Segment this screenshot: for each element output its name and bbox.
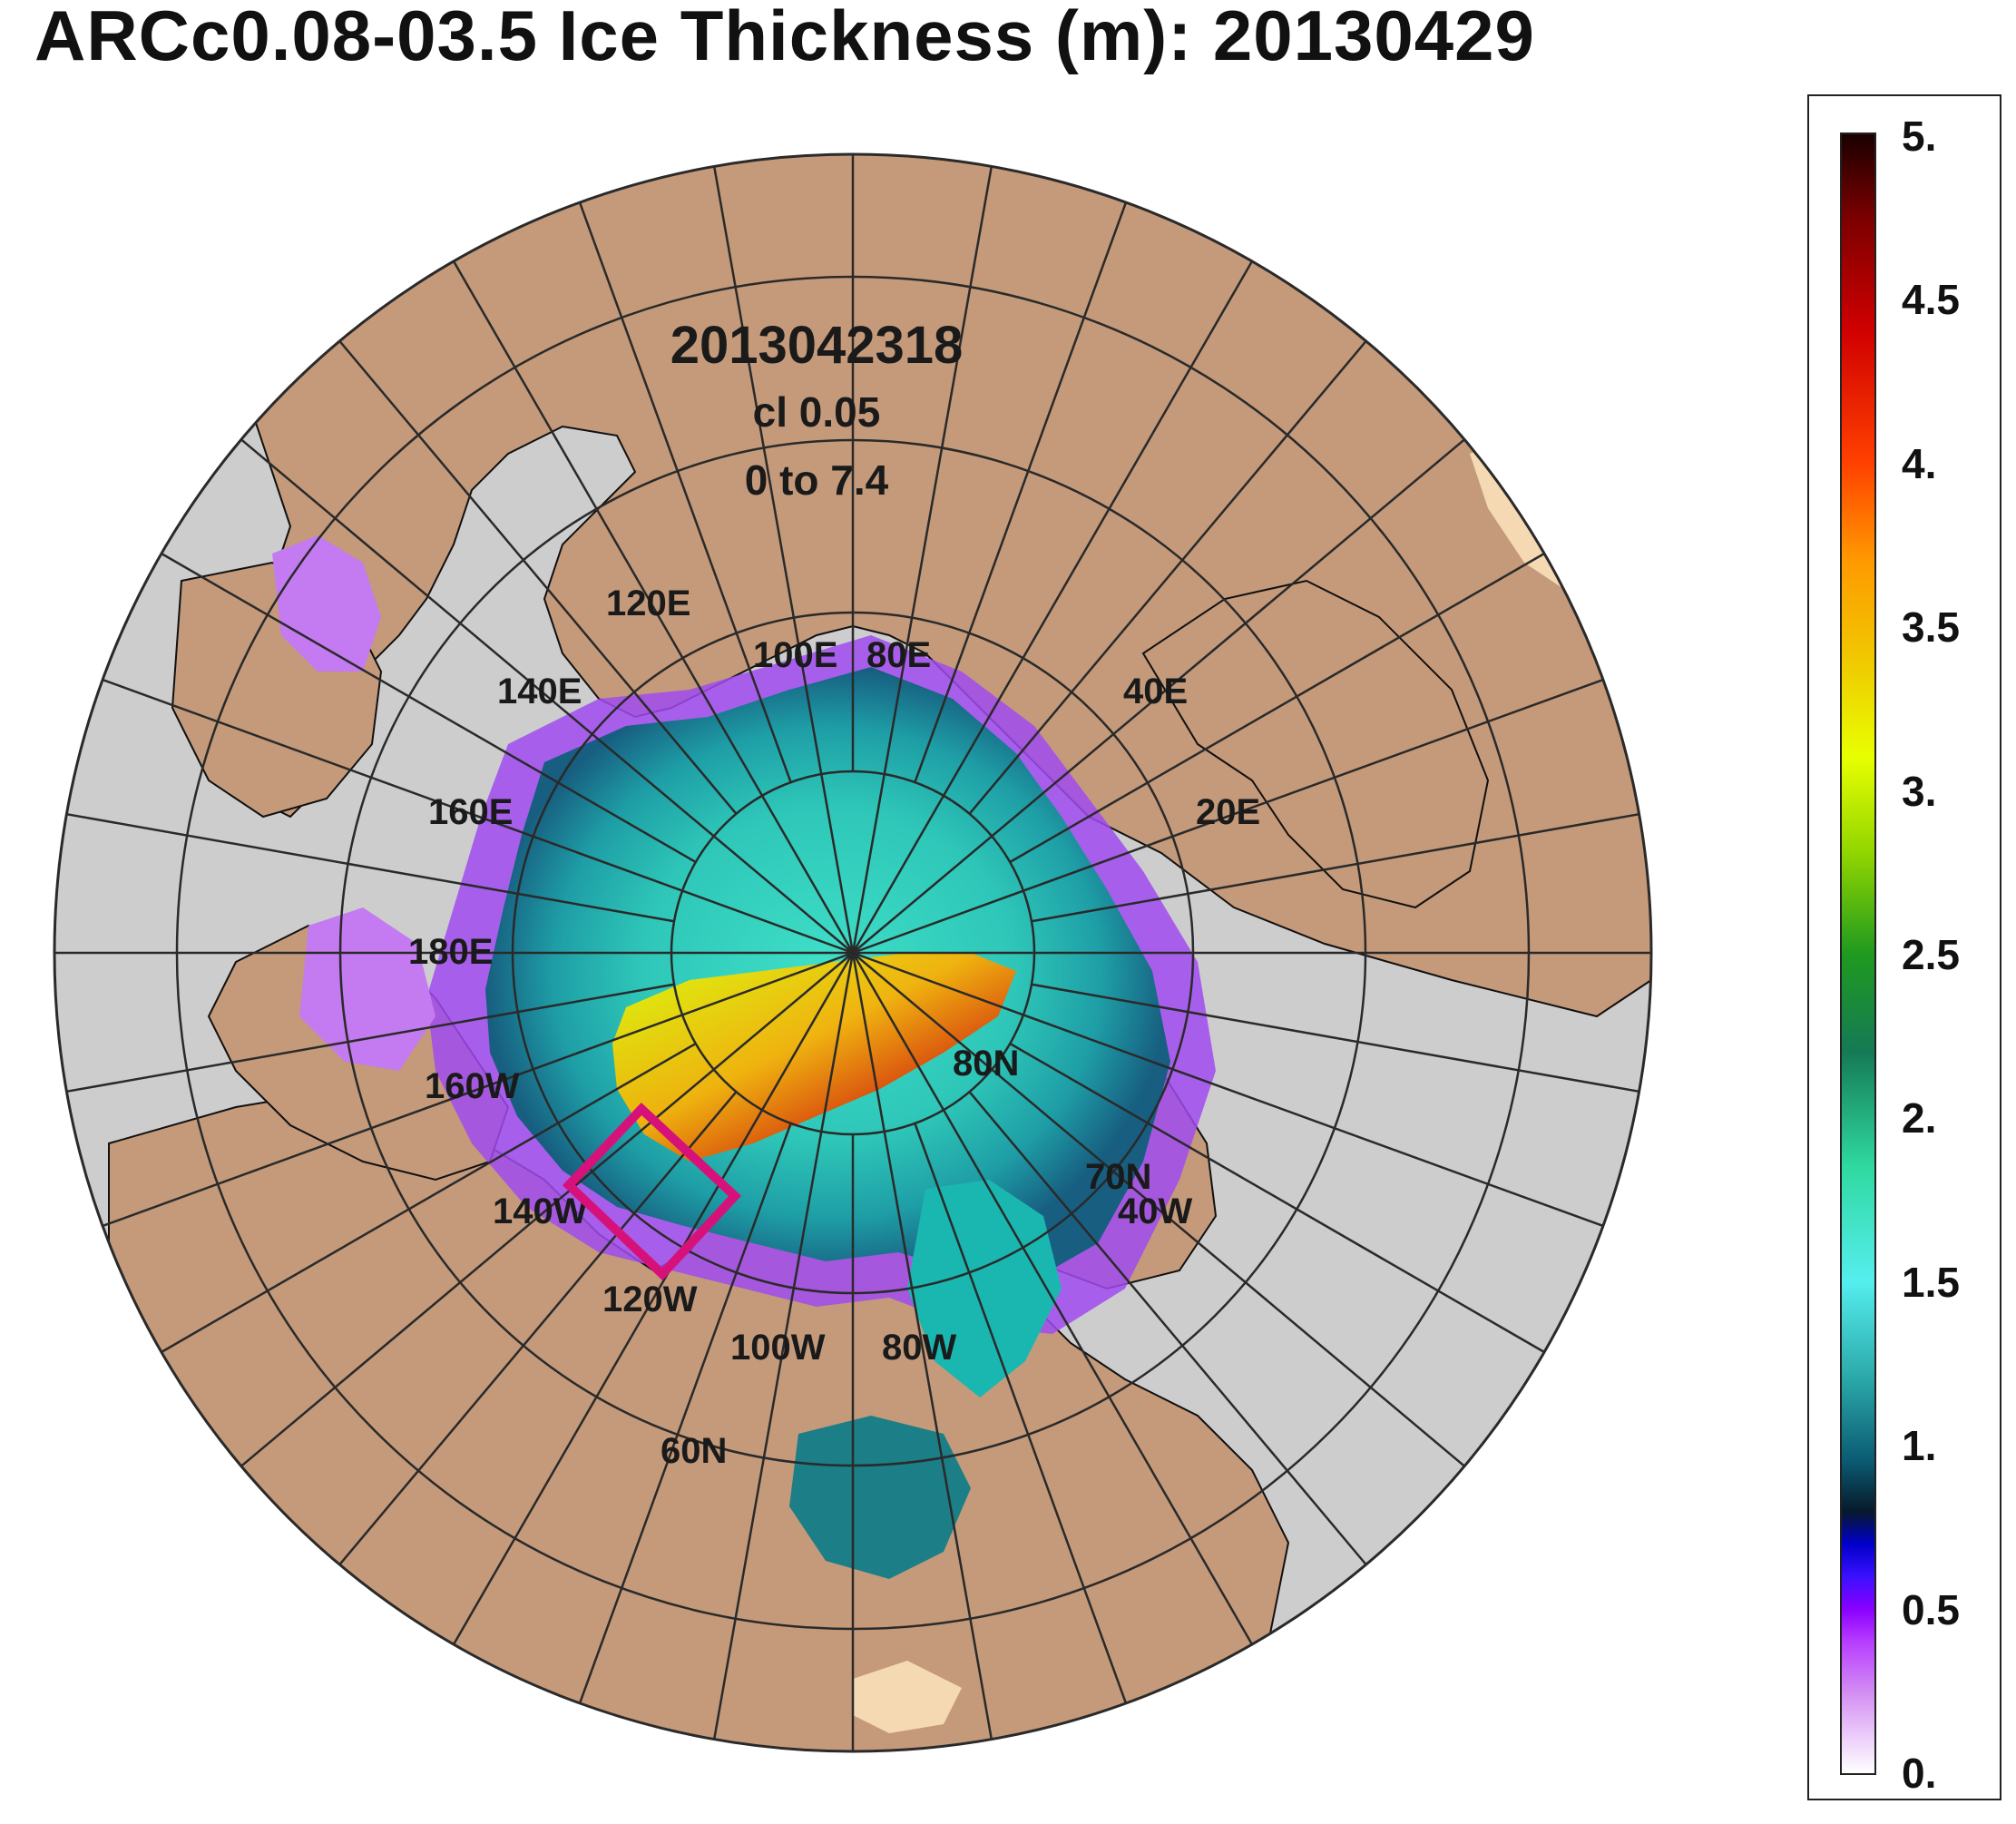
meridian-line <box>452 260 855 954</box>
colorbar-tick-label: 1.5 <box>1902 1258 1960 1306</box>
graticule <box>54 154 1651 1751</box>
colorbar-tick-label: 2.5 <box>1902 931 1960 978</box>
ice-hudson-bay <box>789 1416 971 1579</box>
label-160e: 160E <box>428 792 513 832</box>
meridian-line <box>914 201 1128 783</box>
ice-okhotsk-thin <box>272 535 381 672</box>
colorbar-tick-label: 0. <box>1902 1750 1937 1797</box>
meridian-line <box>66 812 675 923</box>
label-40w: 40W <box>1118 1191 1192 1231</box>
label-140w: 140W <box>493 1191 588 1231</box>
meridian-line <box>240 438 854 954</box>
label-120e: 120E <box>606 583 690 623</box>
colorbar-tick-label: 2. <box>1902 1094 1937 1142</box>
meridian-line <box>578 201 792 783</box>
meridian-line <box>968 1091 1367 1565</box>
label-80n: 80N <box>953 1044 1019 1084</box>
meridian-line <box>338 1091 738 1565</box>
label-120w: 120W <box>602 1280 698 1319</box>
ice-baffin-bay <box>907 1180 1062 1397</box>
meridian-line <box>852 952 1465 1467</box>
highlight-box[interactable] <box>562 1102 742 1281</box>
meridian-line <box>914 1123 1128 1704</box>
label-100e: 100E <box>753 635 837 675</box>
colorbar-tick-label: 3. <box>1902 767 1937 815</box>
ice-bering-thin <box>299 907 435 1071</box>
meridian-line <box>851 952 993 1740</box>
meridian-line <box>1031 812 1639 923</box>
meridian-line <box>851 166 993 954</box>
colorbar-tick-label: 1. <box>1902 1422 1937 1470</box>
meridian-line <box>712 952 855 1740</box>
meridian-line <box>712 166 855 954</box>
meridian-line <box>1009 552 1545 864</box>
colorbar-tick-label: 3.5 <box>1902 603 1960 652</box>
map-contour-interval: cl 0.05 <box>753 388 881 436</box>
label-100w: 100W <box>730 1328 826 1368</box>
colorbar-tick-label: 4. <box>1902 439 1937 487</box>
land-pale-lakes <box>853 1661 962 1733</box>
label-80e: 80E <box>866 635 931 675</box>
meridian-line <box>1009 1042 1545 1354</box>
map-timestamp: 2013042318 <box>670 316 964 375</box>
land-scandinavia <box>1141 579 1490 909</box>
label-140e: 140E <box>497 672 582 711</box>
meridian-line <box>851 952 1254 1645</box>
label-70n: 70N <box>1085 1157 1151 1197</box>
colorbar-tick-label: 4.5 <box>1902 276 1960 324</box>
meridian-line <box>852 438 1465 954</box>
label-80w: 80W <box>882 1328 956 1368</box>
label-60n: 60N <box>661 1431 727 1471</box>
map-value-range: 0 to 7.4 <box>745 456 889 504</box>
colorbar-tick-label: 0.5 <box>1902 1585 1960 1633</box>
label-20e: 20E <box>1196 792 1260 832</box>
meridian-line <box>102 951 854 1228</box>
meridian-line <box>338 340 738 815</box>
meridian-line <box>452 952 855 1645</box>
colorbar-gradient <box>1840 132 1876 1775</box>
meridian-line <box>578 1123 792 1704</box>
label-180e: 180E <box>408 932 493 972</box>
meridian-line <box>66 983 675 1093</box>
meridian-line <box>968 340 1367 815</box>
label-160w: 160W <box>425 1066 520 1106</box>
map-outline <box>53 152 1653 1753</box>
colorbar-tick-label: 5. <box>1902 113 1937 160</box>
meridian-line <box>161 1042 697 1354</box>
meridian-line <box>852 678 1604 955</box>
meridian-line <box>240 952 854 1467</box>
label-40e: 40E <box>1123 672 1188 711</box>
meridian-line <box>1031 983 1639 1093</box>
meridian-line <box>851 260 1254 954</box>
map-title: ARCc0.08-03.5 Ice Thickness (m): 2013042… <box>34 0 1535 75</box>
meridian-line <box>852 951 1604 1228</box>
meridian-line <box>161 552 697 864</box>
meridian-line <box>102 678 854 955</box>
colorbar: 5. 4.5 4. 3.5 3. 2.5 2. 1.5 1. 0.5 0. <box>1807 94 2001 1800</box>
